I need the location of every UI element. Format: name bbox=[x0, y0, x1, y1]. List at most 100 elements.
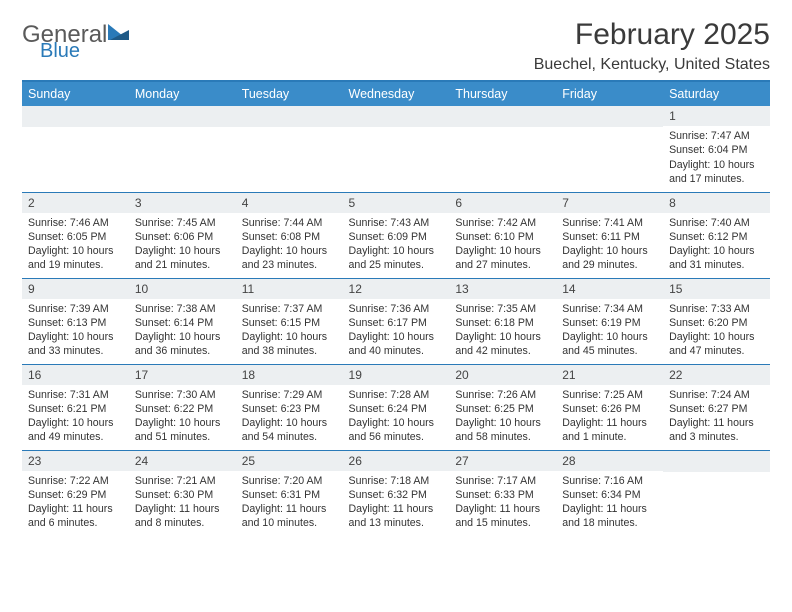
day-details: Sunrise: 7:41 AMSunset: 6:11 PMDaylight:… bbox=[556, 213, 663, 276]
sunrise-line: Sunrise: 7:30 AM bbox=[135, 388, 230, 402]
daylight-label: Daylight: bbox=[669, 159, 710, 171]
daylight-line: Daylight: 10 hours and 21 minutes. bbox=[135, 244, 230, 273]
sunset-value: 6:09 PM bbox=[387, 231, 426, 243]
sunset-label: Sunset: bbox=[669, 144, 705, 156]
day-details: Sunrise: 7:16 AMSunset: 6:34 PMDaylight:… bbox=[556, 471, 663, 534]
day-details: Sunrise: 7:17 AMSunset: 6:33 PMDaylight:… bbox=[449, 471, 556, 534]
sunrise-label: Sunrise: bbox=[562, 303, 601, 315]
daylight-line: Daylight: 10 hours and 36 minutes. bbox=[135, 330, 230, 359]
sunrise-line: Sunrise: 7:21 AM bbox=[135, 474, 230, 488]
day-number: 18 bbox=[236, 365, 343, 385]
day-details: Sunrise: 7:44 AMSunset: 6:08 PMDaylight:… bbox=[236, 213, 343, 276]
calendar-cell bbox=[236, 106, 343, 192]
sunrise-line: Sunrise: 7:20 AM bbox=[242, 474, 337, 488]
sunrise-value: 7:25 AM bbox=[604, 389, 643, 401]
sunrise-line: Sunrise: 7:33 AM bbox=[669, 302, 764, 316]
daylight-line: Daylight: 11 hours and 3 minutes. bbox=[669, 416, 764, 445]
sunrise-line: Sunrise: 7:43 AM bbox=[349, 216, 444, 230]
calendar-cell: 13Sunrise: 7:35 AMSunset: 6:18 PMDayligh… bbox=[449, 278, 556, 364]
sunset-value: 6:29 PM bbox=[67, 489, 106, 501]
sunset-line: Sunset: 6:04 PM bbox=[669, 143, 764, 157]
sunrise-value: 7:29 AM bbox=[284, 389, 323, 401]
daylight-line: Daylight: 10 hours and 17 minutes. bbox=[669, 158, 764, 187]
sunrise-value: 7:31 AM bbox=[70, 389, 109, 401]
day-number bbox=[343, 106, 450, 127]
sunset-line: Sunset: 6:31 PM bbox=[242, 488, 337, 502]
calendar-body: 1Sunrise: 7:47 AMSunset: 6:04 PMDaylight… bbox=[22, 106, 770, 536]
sunset-label: Sunset: bbox=[242, 489, 278, 501]
sunrise-label: Sunrise: bbox=[242, 389, 281, 401]
sunrise-label: Sunrise: bbox=[455, 475, 494, 487]
sunrise-line: Sunrise: 7:36 AM bbox=[349, 302, 444, 316]
sunrise-line: Sunrise: 7:29 AM bbox=[242, 388, 337, 402]
calendar-cell: 14Sunrise: 7:34 AMSunset: 6:19 PMDayligh… bbox=[556, 278, 663, 364]
sunset-line: Sunset: 6:20 PM bbox=[669, 316, 764, 330]
page-title: February 2025 bbox=[534, 18, 770, 52]
sunrise-line: Sunrise: 7:26 AM bbox=[455, 388, 550, 402]
daylight-line: Daylight: 10 hours and 40 minutes. bbox=[349, 330, 444, 359]
sunset-line: Sunset: 6:33 PM bbox=[455, 488, 550, 502]
calendar-cell: 23Sunrise: 7:22 AMSunset: 6:29 PMDayligh… bbox=[22, 450, 129, 536]
daylight-label: Daylight: bbox=[455, 331, 496, 343]
sunrise-line: Sunrise: 7:28 AM bbox=[349, 388, 444, 402]
sunrise-label: Sunrise: bbox=[669, 217, 708, 229]
sunset-label: Sunset: bbox=[562, 317, 598, 329]
calendar-cell: 17Sunrise: 7:30 AMSunset: 6:22 PMDayligh… bbox=[129, 364, 236, 450]
sunrise-value: 7:35 AM bbox=[497, 303, 536, 315]
day-number: 6 bbox=[449, 193, 556, 213]
daylight-label: Daylight: bbox=[669, 331, 710, 343]
day-details: Sunrise: 7:38 AMSunset: 6:14 PMDaylight:… bbox=[129, 299, 236, 362]
sunrise-label: Sunrise: bbox=[562, 475, 601, 487]
sunset-label: Sunset: bbox=[669, 403, 705, 415]
sunset-label: Sunset: bbox=[135, 317, 171, 329]
day-details: Sunrise: 7:26 AMSunset: 6:25 PMDaylight:… bbox=[449, 385, 556, 448]
daylight-line: Daylight: 11 hours and 1 minute. bbox=[562, 416, 657, 445]
sunset-value: 6:14 PM bbox=[174, 317, 213, 329]
sunrise-line: Sunrise: 7:17 AM bbox=[455, 474, 550, 488]
sunrise-line: Sunrise: 7:37 AM bbox=[242, 302, 337, 316]
day-number: 23 bbox=[22, 451, 129, 471]
weekday-header: Tuesday bbox=[236, 82, 343, 106]
sunset-value: 6:19 PM bbox=[601, 317, 640, 329]
day-details: Sunrise: 7:47 AMSunset: 6:04 PMDaylight:… bbox=[663, 126, 770, 189]
sunset-value: 6:12 PM bbox=[708, 231, 747, 243]
calendar-cell: 9Sunrise: 7:39 AMSunset: 6:13 PMDaylight… bbox=[22, 278, 129, 364]
daylight-label: Daylight: bbox=[349, 245, 390, 257]
sunrise-label: Sunrise: bbox=[135, 303, 174, 315]
daylight-line: Daylight: 11 hours and 18 minutes. bbox=[562, 502, 657, 531]
sunset-value: 6:08 PM bbox=[281, 231, 320, 243]
daylight-line: Daylight: 11 hours and 8 minutes. bbox=[135, 502, 230, 531]
day-details: Sunrise: 7:18 AMSunset: 6:32 PMDaylight:… bbox=[343, 471, 450, 534]
day-details: Sunrise: 7:42 AMSunset: 6:10 PMDaylight:… bbox=[449, 213, 556, 276]
day-details: Sunrise: 7:20 AMSunset: 6:31 PMDaylight:… bbox=[236, 471, 343, 534]
day-details: Sunrise: 7:29 AMSunset: 6:23 PMDaylight:… bbox=[236, 385, 343, 448]
sunrise-value: 7:47 AM bbox=[711, 130, 750, 142]
sunset-line: Sunset: 6:27 PM bbox=[669, 402, 764, 416]
daylight-label: Daylight: bbox=[562, 503, 603, 515]
daylight-line: Daylight: 11 hours and 10 minutes. bbox=[242, 502, 337, 531]
daylight-line: Daylight: 10 hours and 19 minutes. bbox=[28, 244, 123, 273]
daylight-label: Daylight: bbox=[562, 245, 603, 257]
sunrise-value: 7:45 AM bbox=[177, 217, 216, 229]
sunrise-label: Sunrise: bbox=[562, 217, 601, 229]
sunset-value: 6:15 PM bbox=[281, 317, 320, 329]
location-text: Buechel, Kentucky, United States bbox=[534, 56, 770, 74]
sunset-line: Sunset: 6:06 PM bbox=[135, 230, 230, 244]
sunset-value: 6:30 PM bbox=[174, 489, 213, 501]
sunset-label: Sunset: bbox=[242, 403, 278, 415]
sunrise-value: 7:39 AM bbox=[70, 303, 109, 315]
sunset-value: 6:10 PM bbox=[494, 231, 533, 243]
day-details: Sunrise: 7:22 AMSunset: 6:29 PMDaylight:… bbox=[22, 471, 129, 534]
sunset-label: Sunset: bbox=[562, 403, 598, 415]
day-details: Sunrise: 7:46 AMSunset: 6:05 PMDaylight:… bbox=[22, 213, 129, 276]
sunrise-label: Sunrise: bbox=[669, 130, 708, 142]
logo: General Blue bbox=[22, 24, 130, 60]
day-number: 26 bbox=[343, 451, 450, 471]
sunset-value: 6:18 PM bbox=[494, 317, 533, 329]
day-details: Sunrise: 7:28 AMSunset: 6:24 PMDaylight:… bbox=[343, 385, 450, 448]
day-number: 22 bbox=[663, 365, 770, 385]
sunrise-value: 7:20 AM bbox=[284, 475, 323, 487]
calendar-cell: 22Sunrise: 7:24 AMSunset: 6:27 PMDayligh… bbox=[663, 364, 770, 450]
sunset-line: Sunset: 6:08 PM bbox=[242, 230, 337, 244]
sunset-value: 6:11 PM bbox=[601, 231, 640, 243]
